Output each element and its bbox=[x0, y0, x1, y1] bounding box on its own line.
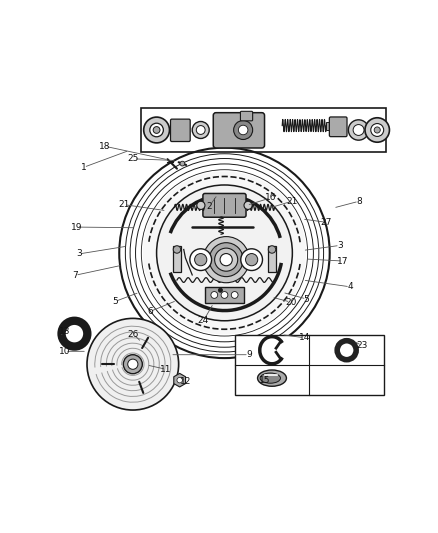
FancyBboxPatch shape bbox=[329, 117, 347, 136]
Circle shape bbox=[371, 124, 384, 136]
Circle shape bbox=[143, 172, 306, 334]
Circle shape bbox=[156, 185, 293, 321]
Text: 25: 25 bbox=[128, 155, 139, 163]
Circle shape bbox=[194, 254, 207, 266]
FancyBboxPatch shape bbox=[205, 287, 244, 303]
Ellipse shape bbox=[260, 373, 280, 383]
Circle shape bbox=[87, 318, 179, 410]
Text: 10: 10 bbox=[59, 347, 71, 356]
Text: 12: 12 bbox=[180, 377, 191, 386]
Text: 13: 13 bbox=[59, 327, 71, 336]
Text: 5: 5 bbox=[304, 295, 310, 303]
Circle shape bbox=[244, 201, 252, 209]
Circle shape bbox=[150, 123, 163, 137]
Circle shape bbox=[374, 127, 380, 133]
Ellipse shape bbox=[258, 370, 286, 386]
Text: 21: 21 bbox=[119, 200, 130, 209]
FancyBboxPatch shape bbox=[170, 119, 190, 142]
Text: 18: 18 bbox=[99, 142, 111, 151]
Text: 6: 6 bbox=[147, 307, 153, 316]
FancyBboxPatch shape bbox=[203, 193, 246, 217]
Bar bbox=[173, 246, 181, 272]
Text: 7: 7 bbox=[72, 271, 78, 280]
Circle shape bbox=[177, 377, 182, 383]
Circle shape bbox=[353, 125, 364, 135]
Circle shape bbox=[211, 292, 218, 298]
Circle shape bbox=[342, 345, 351, 355]
Circle shape bbox=[238, 125, 248, 135]
Bar bbox=[235, 335, 384, 395]
Circle shape bbox=[153, 127, 160, 133]
Text: 27: 27 bbox=[321, 218, 332, 227]
Circle shape bbox=[190, 249, 212, 271]
Text: 17: 17 bbox=[337, 256, 348, 265]
Text: 11: 11 bbox=[160, 365, 172, 374]
Circle shape bbox=[209, 243, 243, 277]
Text: 26: 26 bbox=[128, 330, 139, 339]
Circle shape bbox=[144, 117, 170, 143]
FancyBboxPatch shape bbox=[240, 111, 253, 121]
Circle shape bbox=[220, 254, 232, 266]
Text: 15: 15 bbox=[259, 376, 270, 385]
Circle shape bbox=[231, 292, 238, 298]
Text: 24: 24 bbox=[198, 316, 209, 325]
Circle shape bbox=[337, 341, 356, 360]
Circle shape bbox=[61, 321, 87, 346]
Circle shape bbox=[246, 254, 258, 266]
Text: 20: 20 bbox=[285, 297, 297, 306]
Text: 3: 3 bbox=[76, 249, 82, 259]
Circle shape bbox=[233, 120, 253, 140]
Circle shape bbox=[124, 354, 142, 374]
Text: 16: 16 bbox=[265, 193, 276, 203]
Text: 2: 2 bbox=[206, 202, 212, 211]
Circle shape bbox=[215, 248, 238, 271]
Circle shape bbox=[219, 288, 223, 292]
Text: 19: 19 bbox=[71, 223, 82, 231]
Text: 8: 8 bbox=[356, 197, 362, 206]
Text: 9: 9 bbox=[246, 350, 252, 359]
Bar bbox=[268, 246, 276, 272]
Text: 3: 3 bbox=[337, 241, 343, 250]
Circle shape bbox=[221, 292, 228, 298]
Text: 1: 1 bbox=[81, 163, 86, 172]
Circle shape bbox=[268, 246, 276, 253]
Text: 4: 4 bbox=[347, 282, 353, 292]
Circle shape bbox=[128, 359, 138, 369]
Circle shape bbox=[197, 201, 205, 209]
Circle shape bbox=[365, 118, 389, 142]
Bar bbox=[141, 108, 386, 152]
Text: 23: 23 bbox=[356, 341, 367, 350]
FancyBboxPatch shape bbox=[213, 112, 265, 148]
Circle shape bbox=[203, 237, 249, 282]
Circle shape bbox=[241, 249, 262, 271]
Circle shape bbox=[173, 246, 181, 253]
Circle shape bbox=[196, 126, 205, 134]
Circle shape bbox=[192, 122, 209, 139]
Text: 5: 5 bbox=[112, 297, 118, 306]
Text: 14: 14 bbox=[299, 333, 310, 342]
Circle shape bbox=[180, 161, 185, 166]
Text: 21: 21 bbox=[286, 197, 297, 206]
Circle shape bbox=[348, 120, 369, 140]
Bar bbox=[326, 122, 330, 130]
